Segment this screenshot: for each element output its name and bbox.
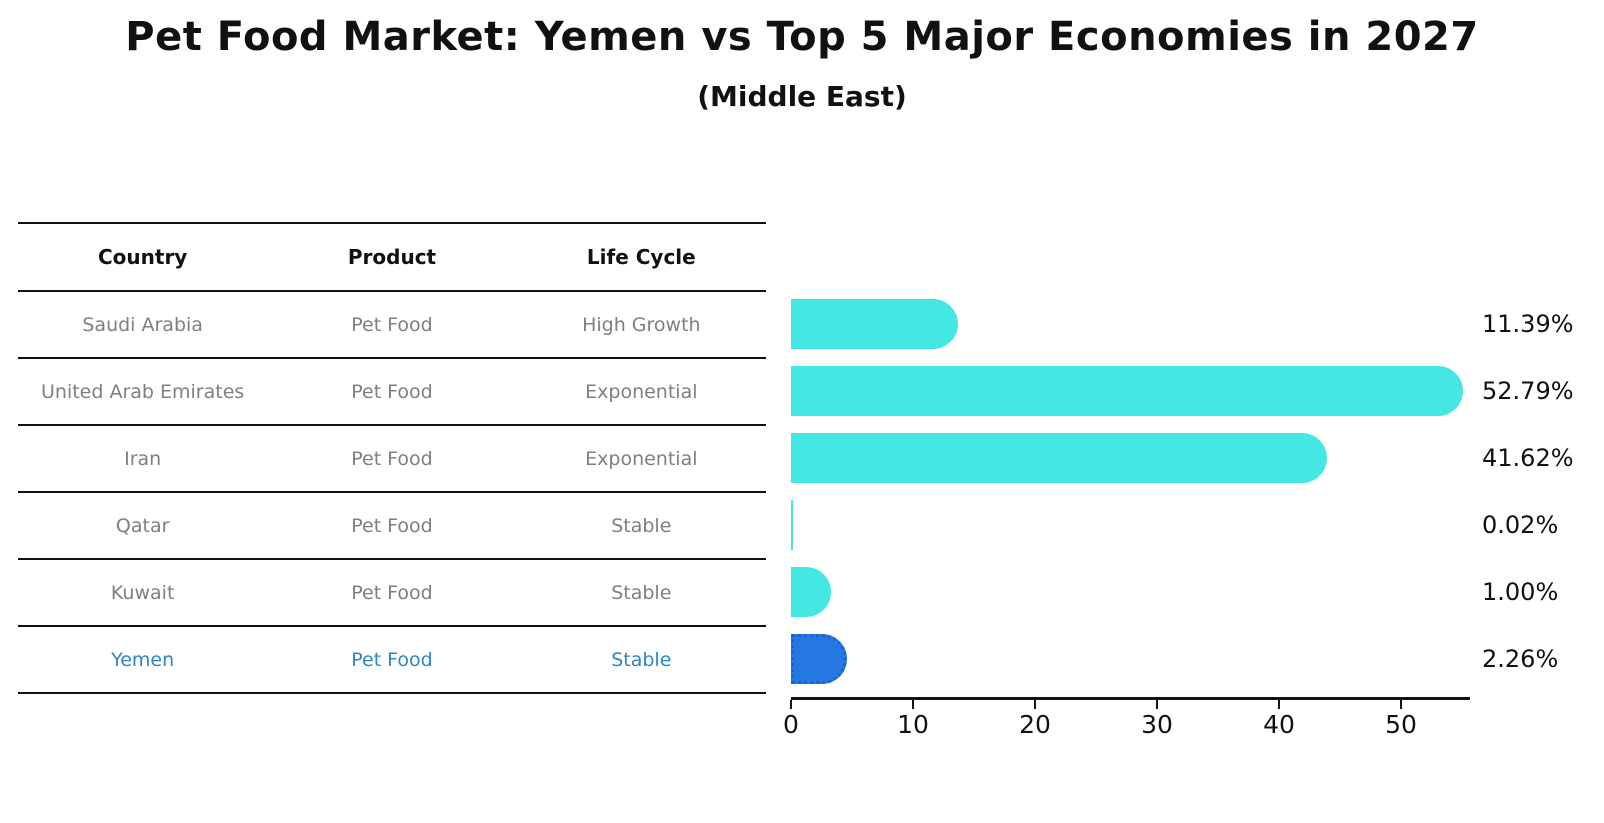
bar-qatar xyxy=(791,499,793,550)
cell-country: Iran xyxy=(124,447,162,470)
bar-row xyxy=(791,625,1604,692)
bar-value-label: 52.79% xyxy=(1482,376,1574,405)
bar-row xyxy=(791,424,1604,491)
data-table: Country Product Life Cycle Saudi Arabia P… xyxy=(18,222,766,694)
cell-country: Yemen xyxy=(111,648,175,671)
table-row: Qatar Pet Food Stable xyxy=(18,493,766,560)
cell-product: Pet Food xyxy=(351,514,433,537)
x-axis-tick-label: 10 xyxy=(897,710,929,739)
cell-product: Pet Food xyxy=(351,313,433,336)
bar-row xyxy=(791,290,1604,357)
x-axis: 0 10 20 30 40 50 xyxy=(783,697,1491,757)
bar-value-label: 41.62% xyxy=(1482,443,1574,472)
cell-country: Saudi Arabia xyxy=(82,313,203,336)
table-header-row: Country Product Life Cycle xyxy=(18,224,766,292)
header-product: Product xyxy=(347,245,437,269)
x-axis-tick xyxy=(1034,700,1036,709)
cell-product: Pet Food xyxy=(351,648,433,671)
x-axis-tick xyxy=(1156,700,1158,709)
x-axis-tick xyxy=(912,700,914,709)
x-axis-tick-label: 50 xyxy=(1385,710,1417,739)
bar-united-arab-emirates xyxy=(791,365,1463,416)
chart-subtitle: (Middle East) xyxy=(697,80,907,113)
bar-iran xyxy=(791,432,1327,483)
cell-life-cycle: Stable xyxy=(611,581,672,604)
cell-product: Pet Food xyxy=(351,581,433,604)
bar-value-label: 0.02% xyxy=(1482,510,1559,539)
chart-title: Pet Food Market: Yemen vs Top 5 Major Ec… xyxy=(125,14,1479,60)
x-axis-tick-label: 40 xyxy=(1263,710,1295,739)
bar-yemen-highlighted xyxy=(791,633,847,684)
header-life-cycle: Life Cycle xyxy=(586,245,696,269)
cell-country: United Arab Emirates xyxy=(41,380,245,403)
bar-row xyxy=(791,558,1604,625)
x-axis-tick-label: 0 xyxy=(783,710,799,739)
table-row: Saudi Arabia Pet Food High Growth xyxy=(18,292,766,359)
bar-value-label: 1.00% xyxy=(1482,577,1559,606)
bar-value-label: 2.26% xyxy=(1482,644,1559,673)
value-labels: 11.39% 52.79% 41.62% 0.02% 1.00% 2.26% xyxy=(1482,290,1602,692)
cell-life-cycle: Stable xyxy=(611,648,672,671)
x-axis-tick xyxy=(790,700,792,709)
table-row: United Arab Emirates Pet Food Exponential xyxy=(18,359,766,426)
bar-saudi-arabia xyxy=(791,298,958,349)
x-axis-tick xyxy=(1278,700,1280,709)
cell-life-cycle: Exponential xyxy=(585,447,698,470)
x-axis-tick-label: 30 xyxy=(1141,710,1173,739)
x-axis-line xyxy=(791,697,1470,700)
x-axis-tick xyxy=(1400,700,1402,709)
table-body: Saudi Arabia Pet Food High Growth United Ar… xyxy=(18,292,766,694)
bar-plot xyxy=(791,290,1604,692)
bar-kuwait xyxy=(791,566,831,617)
cell-product: Pet Food xyxy=(351,447,433,470)
x-axis-tick-label: 20 xyxy=(1019,710,1051,739)
table-row: Yemen Pet Food Stable xyxy=(18,627,766,694)
cell-product: Pet Food xyxy=(351,380,433,403)
cell-country: Qatar xyxy=(115,514,170,537)
cell-life-cycle: High Growth xyxy=(582,313,701,336)
cell-life-cycle: Exponential xyxy=(585,380,698,403)
bar-row xyxy=(791,357,1604,424)
header-country: Country xyxy=(97,245,188,269)
bar-row xyxy=(791,491,1604,558)
cell-country: Kuwait xyxy=(110,581,175,604)
table-row: Kuwait Pet Food Stable xyxy=(18,560,766,627)
table-row: Iran Pet Food Exponential xyxy=(18,426,766,493)
cell-life-cycle: Stable xyxy=(611,514,672,537)
bar-value-label: 11.39% xyxy=(1482,309,1574,338)
